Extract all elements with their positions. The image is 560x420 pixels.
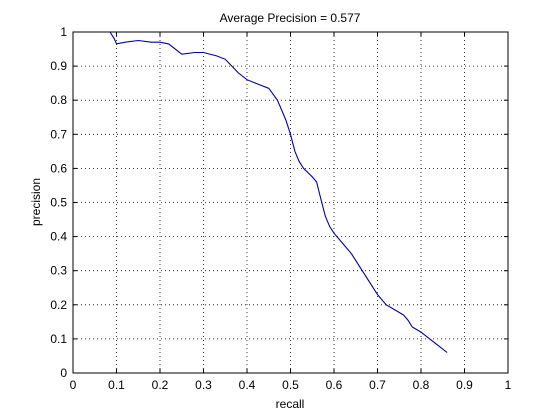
y-axis-title: precision — [29, 178, 43, 226]
y-tick-label: 0.5 — [50, 196, 67, 210]
y-tick-label: 0.6 — [50, 161, 67, 175]
x-tick-label: 0.6 — [326, 378, 343, 392]
y-tick-label: 0.7 — [50, 127, 67, 141]
y-tick-label: 1 — [60, 25, 67, 39]
y-tick-label: 0.3 — [50, 264, 67, 278]
x-tick-label: 0 — [70, 378, 77, 392]
x-tick-label: 0.7 — [369, 378, 386, 392]
y-tick-label: 0.1 — [50, 332, 67, 346]
x-tick-label: 0.2 — [152, 378, 169, 392]
x-tick-label: 0.8 — [413, 378, 430, 392]
y-tick-label: 0.4 — [50, 230, 67, 244]
x-axis-title: recall — [276, 397, 305, 411]
data-series — [109, 31, 448, 353]
y-tick-label: 0.9 — [50, 59, 67, 73]
y-tick-label: 0 — [60, 366, 67, 380]
x-tick-label: 0.1 — [108, 378, 125, 392]
plot-area — [73, 32, 508, 373]
chart-title: Average Precision = 0.577 — [220, 11, 361, 25]
x-tick-label: 1 — [505, 378, 512, 392]
precision-recall-line — [109, 31, 448, 353]
y-tick-label: 0.2 — [50, 298, 67, 312]
x-tick-label: 0.9 — [456, 378, 473, 392]
grid — [73, 32, 508, 373]
y-tick-label: 0.8 — [50, 93, 67, 107]
ticks: 0 0.1 0.2 0.3 0.4 0.5 0.6 0.7 0.8 0.9 1 0 0.1 0.2 0.3 0… — [50, 25, 511, 392]
x-tick-label: 0.4 — [239, 378, 256, 392]
x-tick-label: 0.5 — [282, 378, 299, 392]
x-tick-label: 0.3 — [195, 378, 212, 392]
